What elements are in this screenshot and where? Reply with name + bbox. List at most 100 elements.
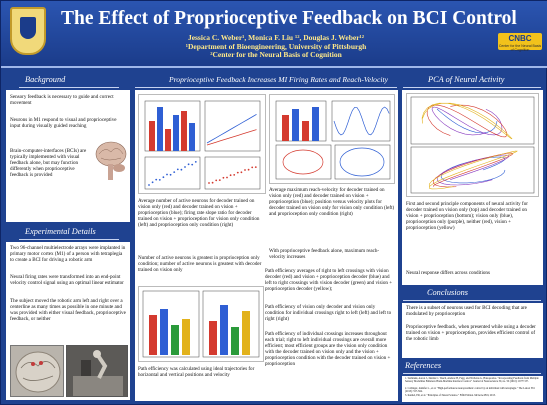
scatter-point (155, 178, 158, 181)
brain-mri-image (10, 345, 64, 397)
references-panel: 1. Suminski, Aaron J., Dennis C. Tkach, … (402, 376, 543, 402)
conclusion-2: Proprioceptive feedback, when presented … (406, 324, 536, 342)
scatter-point (162, 176, 165, 179)
bar (165, 129, 171, 151)
scatter-point (191, 163, 194, 166)
scatter-point (211, 181, 214, 184)
reach-velocity-chart (275, 100, 391, 180)
bar (209, 321, 217, 355)
slope-plot-right (204, 156, 261, 190)
robotic-arm-photo (66, 345, 128, 397)
slope-plot-left (144, 156, 201, 190)
pca-trajectory (436, 108, 498, 134)
series-line (206, 129, 257, 146)
scatter-point (233, 174, 236, 176)
divider (19, 87, 119, 88)
finding-reach-velocity: With proprioceptive feedback alone, maxi… (269, 248, 380, 260)
pca-trajectory (421, 102, 513, 140)
pca-plot-top (410, 96, 535, 145)
bar (149, 121, 155, 151)
active-neurons-figure (138, 94, 266, 194)
scatter-point (151, 181, 154, 184)
scatter-point (236, 171, 239, 174)
bar (149, 315, 157, 355)
scatter-point (251, 166, 254, 169)
caption-reach-velocity: Average maximum reach-velocity for decod… (269, 187, 395, 217)
bar (157, 107, 163, 151)
scatter-point (215, 179, 218, 182)
pca-figure (406, 93, 539, 197)
bar (173, 115, 179, 151)
phase-loop (339, 147, 385, 177)
pca-trajectory-plots (410, 96, 535, 194)
bar (242, 311, 250, 355)
pca-trajectory (428, 150, 518, 190)
background-paragraph-2: Neurons in M1 respond to visual and prop… (10, 117, 117, 129)
cnbc-logo: CNBC Center for the Neural Basis of Cogn… (498, 33, 542, 52)
scatter-point (184, 166, 186, 168)
divider (135, 87, 397, 88)
caption-pca: First and second principle components of… (406, 201, 528, 231)
pca-trajectory (426, 104, 508, 138)
scatter-point (194, 161, 197, 163)
bar (302, 121, 309, 141)
section-heading-middle: Proprioceptive Feedback Increases MI Fir… (169, 75, 388, 84)
reference-3: 3. Kandel, ER, et al. "Principles of Neu… (405, 394, 496, 397)
bar (312, 107, 319, 141)
pca-trajectory (440, 156, 506, 184)
affiliation-2: ²Center for the Neural Basis of Cognitio… (210, 50, 342, 60)
caption-path-efficiency-averages: Path efficiency averages of right to lef… (265, 268, 393, 292)
experimental-paragraph-3: The subject moved the robotic arm left a… (10, 298, 126, 322)
poster-title: The Effect of Proprioceptive Feedback on… (61, 8, 517, 29)
scatter-point (247, 168, 250, 171)
scatter-point (169, 173, 172, 176)
finding-pca: Neural response differs across condition… (406, 270, 490, 276)
path-efficiency-chart (142, 290, 260, 358)
pca-trajectory (432, 152, 514, 188)
background-panel: Sensory feedback is necessary to guide a… (6, 90, 130, 222)
bar (160, 309, 168, 355)
conclusions-panel: There is a subset of neurons used for BC… (402, 303, 543, 358)
velocity-trace (333, 106, 390, 136)
caption-path-efficiency-method: Path efficiency was calculated using ide… (138, 366, 255, 378)
section-heading-experimental: Experimental Details (25, 227, 96, 236)
bar (189, 123, 195, 151)
reference-2: 2. Collinger, Jennifer L., et al. "High-… (405, 387, 535, 394)
scatter-point (229, 174, 232, 177)
finding-active-neurons: Number of active neurons is greatest in … (138, 255, 262, 273)
active-neurons-chart (144, 100, 261, 190)
bar (282, 115, 289, 141)
series-line (206, 114, 257, 144)
divider (403, 300, 541, 301)
affiliation-1: ¹Department of Bioengineering, Universit… (185, 41, 367, 51)
poster-header: The Effect of Proprioceptive Feedback on… (1, 1, 547, 68)
divider (403, 373, 541, 374)
experimental-paragraph-1: Two 96-channel multielectrode arrays wer… (10, 245, 126, 263)
section-heading-pca: PCA of Neural Activity (428, 75, 505, 84)
scatter-point (158, 179, 161, 181)
pos-vel-left (275, 144, 332, 180)
reach-velocity-figure (269, 94, 395, 184)
cnbc-logo-subtext: Center for the Neural Basis of Cognition (498, 44, 542, 52)
bar (181, 111, 187, 151)
scatter-point (222, 176, 225, 179)
scatter-point (208, 182, 210, 184)
scatter-point (173, 171, 176, 173)
scatter-point (148, 184, 150, 186)
scatter-point (240, 171, 243, 174)
pos-vel-right (334, 144, 391, 180)
line-plot-area (204, 100, 261, 152)
scatter-point (176, 168, 179, 171)
scatter-point (180, 168, 183, 171)
scatter-point (218, 179, 221, 181)
author-list: Jessica C. Weber¹, Monica F. Liu ¹², Dou… (187, 33, 365, 42)
pca-trajectory (431, 106, 503, 136)
scatter-point (226, 176, 228, 179)
section-heading-references: References (405, 361, 442, 370)
scatter-point (254, 166, 257, 168)
caption-active-neurons: Average number of active neurons for dec… (138, 198, 260, 228)
brain-illustration (95, 141, 127, 180)
section-heading-conclusions: Conclusions (427, 288, 469, 297)
scatter-point (187, 163, 190, 166)
